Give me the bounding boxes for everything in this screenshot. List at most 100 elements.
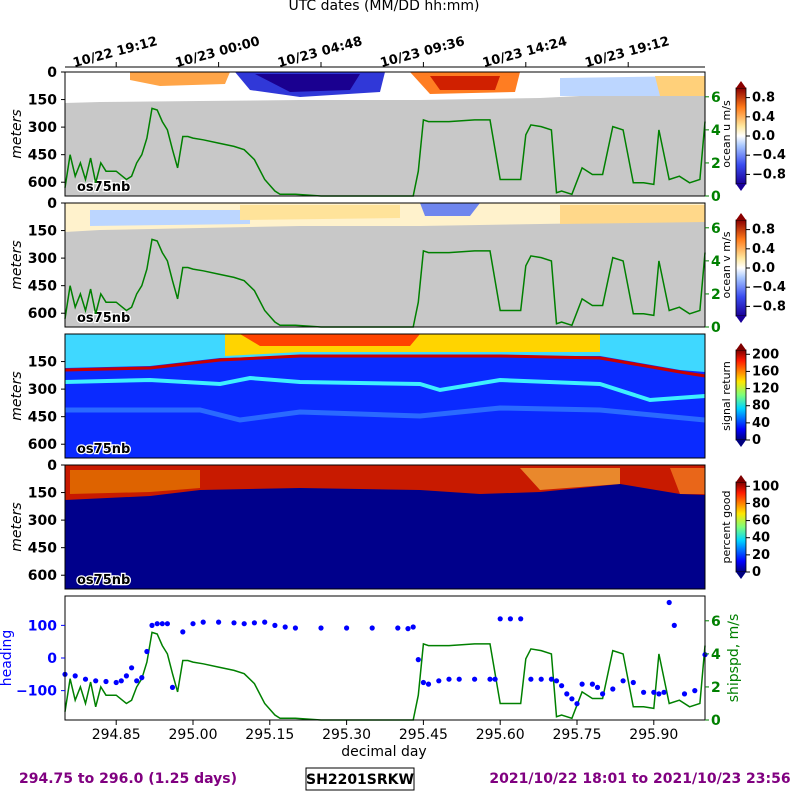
- heading-point: [507, 616, 513, 622]
- depth-tick-label: 300: [28, 251, 57, 267]
- colorbar-extend-max: [736, 475, 746, 482]
- heading-point: [395, 625, 401, 631]
- colorbar-tick-label: 200: [752, 347, 779, 362]
- y-axis-label: meters: [9, 371, 25, 420]
- heading-point: [425, 681, 432, 687]
- heading-point: [559, 683, 565, 689]
- colorbar-tick-label: 160: [752, 364, 779, 379]
- signal-deep-band: [65, 405, 706, 423]
- heading-point: [282, 624, 288, 630]
- depth-tick-label: 300: [28, 513, 57, 529]
- colorbar-tick-label: −0.4: [752, 148, 786, 163]
- heading-point: [564, 691, 570, 697]
- heading-point: [456, 676, 462, 682]
- day-tick-label: 295.75: [553, 727, 602, 743]
- footer-utc-range: 2021/10/22 18:01 to 2021/10/23 23:56: [489, 771, 790, 787]
- colorbar-tick-label: 40: [752, 416, 770, 431]
- speed-tick-label: 6: [711, 90, 721, 106]
- depth-tick-label: 0: [47, 196, 57, 212]
- colorbar-extend-min: [736, 572, 746, 579]
- utc-tick-label: 10/22 19:12: [71, 34, 159, 71]
- heading-point: [292, 625, 298, 631]
- heading-point: [492, 676, 498, 682]
- depth-tick-label: 150: [28, 93, 57, 109]
- heading-point: [436, 678, 442, 684]
- utc-tick-label: 10/23 00:00: [174, 34, 262, 71]
- utc-tick-labels: 10/22 19:12 10/23 00:00 10/23 04:48 10/23 0…: [71, 34, 671, 71]
- day-tick-label: 295.60: [476, 727, 525, 743]
- heading-point: [154, 621, 160, 627]
- ship-speed-ticks: 6 4 2 0: [705, 221, 721, 336]
- depth-tick-label: 150: [28, 355, 57, 371]
- heading-point: [344, 625, 350, 631]
- colorbar-tick-label: 60: [752, 514, 770, 529]
- colorbar-extend-min: [736, 316, 746, 323]
- day-tick-label: 295.15: [245, 727, 294, 743]
- shipspd-axis-label: shipspd, m/s: [726, 614, 742, 703]
- heading-tick-label: 0: [47, 651, 57, 667]
- day-tick-label: 295.90: [629, 727, 678, 743]
- heading-point: [251, 620, 257, 626]
- speed-tick-label: 0: [711, 320, 721, 336]
- colorbar: [735, 87, 747, 185]
- colorbar-tick-label: 0: [752, 433, 761, 448]
- colorbar-ticks: 200 160 120 80 40 0: [746, 347, 779, 448]
- colorbar-tick-label: −0.8: [752, 167, 786, 182]
- heading-point: [262, 619, 268, 625]
- heading-tick-label: 100: [28, 618, 57, 634]
- speed-tick-label: 2: [711, 287, 721, 303]
- panel-tag: os75nb: [77, 311, 130, 326]
- y-axis-label: meters: [9, 109, 25, 158]
- panel-tag: os75nb: [77, 180, 130, 195]
- heading-point: [129, 665, 135, 671]
- heading-point: [579, 681, 585, 687]
- heading-point: [82, 676, 89, 682]
- heading-point: [661, 689, 667, 695]
- heading-point: [113, 679, 119, 686]
- colorbar-tick-label: 0.4: [752, 242, 775, 257]
- depth-tick-label: 450: [28, 541, 57, 557]
- depth-tick-label: 450: [28, 148, 57, 164]
- heading-point: [118, 678, 124, 684]
- signal-scattering-layer: [64, 354, 706, 378]
- heading-point: [681, 691, 688, 697]
- ocean-u-late-positive: [655, 76, 705, 96]
- heading-point: [487, 676, 493, 682]
- heading-point: [405, 626, 411, 632]
- panel-signal-return: os75nb 150 300 450 600 meters 200 160 120 80 40…: [9, 333, 779, 459]
- heading-point: [190, 621, 196, 627]
- heading-point: [123, 673, 129, 679]
- utc-axis-title: UTC dates (MM/DD hh:mm): [288, 0, 479, 14]
- panel-frame: [64, 71, 706, 197]
- colorbar-label: ocean v m/s: [720, 231, 733, 298]
- ocean-v-warm-patch: [240, 205, 400, 220]
- heading-point: [518, 616, 524, 622]
- heading-point: [180, 629, 186, 635]
- heading-point: [72, 673, 78, 679]
- heading-point: [641, 689, 647, 695]
- heading-point: [200, 619, 206, 625]
- day-tick-label: 294.85: [92, 727, 141, 743]
- heading-point: [671, 622, 677, 629]
- utc-tick-label: 10/23 04:48: [276, 34, 364, 71]
- heading-point: [241, 621, 247, 627]
- heading-point: [415, 657, 421, 663]
- depth-tick-label: 300: [28, 120, 57, 136]
- colorbar: [735, 219, 747, 317]
- panel-frame: [64, 333, 706, 459]
- colorbar-tick-label: 0.0: [752, 129, 775, 144]
- day-tick-label: 295.45: [399, 727, 448, 743]
- depth-tick-label: 600: [28, 306, 57, 322]
- colorbar-tick-label: 80: [752, 399, 770, 414]
- depth-ticks: 0 150 300 450 600: [28, 65, 65, 191]
- depth-tick-label: 300: [28, 382, 57, 398]
- colorbar-extend-max: [736, 343, 746, 350]
- colorbar: [735, 349, 747, 441]
- decimal-day-ticks: 294.85 295.00 295.15 295.30 295.45 295.60 295.…: [92, 720, 678, 743]
- heading-point: [139, 675, 145, 681]
- speed-tick-label: 0: [711, 713, 721, 729]
- heading-point: [410, 624, 416, 630]
- ocean-v-light-blue: [90, 210, 250, 226]
